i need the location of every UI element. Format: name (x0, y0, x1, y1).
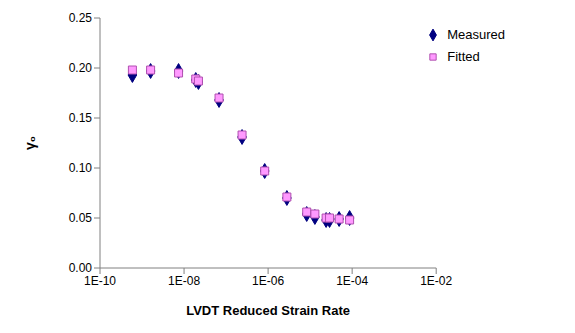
html-text:Measured: Measured (447, 27, 505, 42)
svg-text:0.20: 0.20 (69, 61, 93, 75)
svg-text:1E-02: 1E-02 (420, 274, 452, 288)
svg-text:1E-06: 1E-06 (252, 274, 284, 288)
html-text:Fitted: Fitted (447, 49, 480, 64)
svg-text:0.15: 0.15 (69, 111, 93, 125)
svg-text:1E-04: 1E-04 (336, 274, 368, 288)
svg-text:1E-08: 1E-08 (168, 274, 200, 288)
svg-text:0.05: 0.05 (69, 211, 93, 225)
svg-text:γ₀: γ₀ (22, 136, 38, 150)
svg-text:0.00: 0.00 (69, 261, 93, 275)
svg-text:LVDT Reduced Strain Rate: LVDT Reduced Strain Rate (186, 303, 350, 318)
svg-text:0.25: 0.25 (69, 11, 93, 25)
svg-text:1E-10: 1E-10 (84, 274, 116, 288)
svg-text:0.10: 0.10 (69, 161, 93, 175)
